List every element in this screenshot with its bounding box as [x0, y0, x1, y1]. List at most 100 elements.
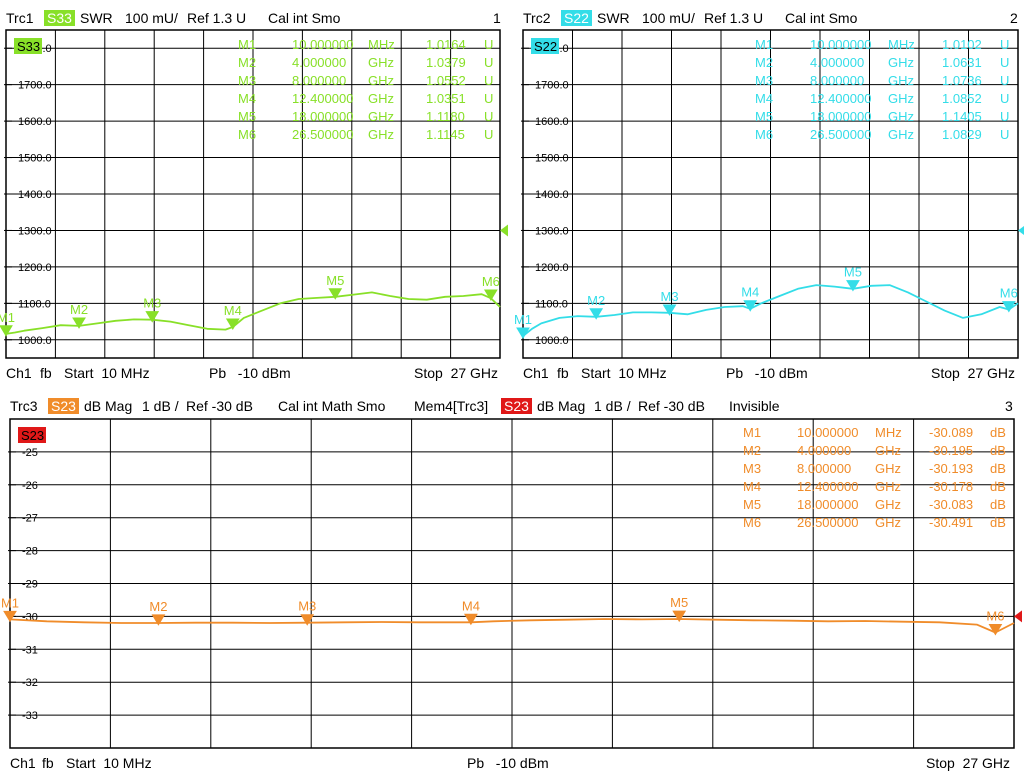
y-tick-label: 1100.0: [535, 298, 568, 310]
param-badge[interactable]: S33: [44, 10, 75, 26]
marker-triangle[interactable]: [464, 613, 478, 626]
fb-label: fb: [42, 755, 54, 771]
marker-triangle[interactable]: [988, 624, 1003, 636]
marker-label[interactable]: M6: [482, 274, 500, 289]
format-label[interactable]: dB Mag: [84, 398, 133, 414]
ref-label[interactable]: Ref 1.3 U: [704, 10, 764, 26]
y-tick-label: 1600.0: [18, 116, 52, 128]
marker-triangle[interactable]: [300, 614, 315, 626]
marker-triangle[interactable]: [151, 614, 166, 626]
marker-label[interactable]: M2: [149, 599, 167, 614]
ref-label[interactable]: Ref -30 dB: [186, 398, 253, 414]
channel-label[interactable]: Ch1: [523, 365, 549, 381]
channel-label[interactable]: Ch1: [6, 365, 32, 381]
power-label[interactable]: Pb -10 dBm: [467, 755, 549, 771]
y-tick-label: 1500.0: [535, 153, 569, 165]
marker-triangle[interactable]: [72, 317, 86, 329]
marker-info-unit: MHz: [888, 37, 915, 52]
marker-label[interactable]: M2: [70, 302, 88, 317]
param-badge[interactable]: S22: [561, 10, 592, 26]
marker-info-unit: GHz: [875, 479, 901, 494]
memory-ref-label: Ref -30 dB: [638, 398, 705, 414]
marker-info-unit: GHz: [875, 515, 901, 530]
marker-label[interactable]: M1: [1, 595, 19, 610]
trace-badge-bg: [531, 38, 559, 54]
marker-info-freq: 10.000000: [810, 37, 871, 52]
trace-line[interactable]: [9, 618, 1015, 634]
power-label[interactable]: Pb -10 dBm: [726, 365, 808, 381]
cal-label: Cal int Smo: [785, 10, 858, 26]
start-label[interactable]: Start 10 MHz: [581, 365, 667, 381]
marker-label[interactable]: M2: [587, 293, 605, 308]
marker-triangle[interactable]: [743, 300, 758, 312]
scale-label[interactable]: 1 dB /: [142, 398, 179, 414]
marker-info-value: -30.193: [929, 461, 973, 476]
start-label[interactable]: Start 10 MHz: [66, 755, 152, 771]
marker-triangle[interactable]: [0, 325, 13, 337]
marker-triangle[interactable]: [672, 610, 687, 623]
stop-label[interactable]: Stop 27 GHz: [931, 365, 1016, 381]
diagram-2[interactable]: 1000.0 1100.0 1200.0 1300.0 1400.0 1500.0 1600…: [514, 29, 1024, 359]
start-label[interactable]: Start 10 MHz: [64, 365, 150, 381]
scale-label[interactable]: 100 mU/: [125, 10, 178, 26]
format-label[interactable]: SWR: [597, 10, 630, 26]
marker-label[interactable]: M4: [741, 285, 759, 300]
marker-info-value: -30.178: [929, 479, 973, 494]
trace-badge[interactable]: S33: [17, 39, 40, 54]
marker-triangle[interactable]: [3, 610, 17, 623]
marker-label[interactable]: M5: [326, 273, 344, 288]
marker-triangle[interactable]: [662, 304, 677, 316]
marker-info-value: -30.195: [929, 443, 973, 458]
marker-label[interactable]: M3: [661, 289, 679, 304]
marker-triangle[interactable]: [846, 280, 860, 292]
ref-level-arrow[interactable]: [500, 224, 508, 237]
memory-state-label: Invisible: [729, 398, 780, 414]
memory-param-badge[interactable]: S23: [501, 398, 532, 414]
ref-label[interactable]: Ref 1.3 U: [187, 10, 247, 26]
memory-label[interactable]: Mem4[Trc3]: [414, 398, 489, 414]
marker-info-freq: 26.500000: [797, 515, 858, 530]
marker-label[interactable]: M3: [298, 599, 316, 614]
marker-label[interactable]: M3: [143, 296, 161, 311]
marker-triangle[interactable]: [328, 288, 343, 300]
marker-info-value: 1.0736: [942, 73, 982, 88]
trace-badge[interactable]: S22: [534, 39, 557, 54]
scale-label[interactable]: 100 mU/: [642, 10, 695, 26]
marker-info-unit: GHz: [368, 55, 394, 70]
marker-info-label: M3: [743, 461, 761, 476]
marker-label[interactable]: M6: [986, 609, 1004, 624]
marker-triangle[interactable]: [589, 308, 604, 320]
marker-label[interactable]: M5: [844, 265, 862, 280]
marker-label[interactable]: M1: [514, 312, 532, 327]
y-tick-label: 1700.0: [18, 80, 52, 92]
format-label[interactable]: SWR: [80, 10, 113, 26]
marker-info-freq: 12.400000: [797, 479, 858, 494]
marker-triangle[interactable]: [1001, 301, 1016, 313]
channel-label[interactable]: Ch1: [10, 755, 36, 771]
marker-triangle[interactable]: [225, 318, 240, 330]
marker-label[interactable]: M4: [224, 303, 242, 318]
ref-level-arrow[interactable]: [1018, 224, 1024, 236]
marker-label[interactable]: M4: [462, 598, 480, 613]
trace-label[interactable]: Trc2: [523, 10, 551, 26]
stop-label[interactable]: Stop 27 GHz: [414, 365, 499, 381]
memory-scale-label: 1 dB /: [594, 398, 631, 414]
ref-level-arrow[interactable]: [1014, 610, 1022, 623]
trace-badge[interactable]: S23: [21, 428, 44, 443]
marker-label[interactable]: M1: [0, 310, 15, 325]
marker-label[interactable]: M5: [670, 595, 688, 610]
marker-info-freq: 18.000000: [797, 497, 858, 512]
trace-label[interactable]: Trc1: [6, 10, 34, 26]
trace-label[interactable]: Trc3: [10, 398, 38, 414]
diagram-1[interactable]: 1000.0 1100.0 1200.0 1300.0 1400.0 1500.0 1600…: [0, 29, 508, 359]
marker-triangle[interactable]: [145, 311, 160, 323]
stop-label[interactable]: Stop 27 GHz: [926, 755, 1011, 771]
diagram-1-header: Trc1 S33 SWR 100 mU/ Ref 1.3 U Cal int S…: [0, 8, 510, 28]
marker-label[interactable]: M6: [1000, 286, 1018, 301]
power-label[interactable]: Pb -10 dBm: [209, 365, 291, 381]
marker-triangle[interactable]: [483, 289, 498, 302]
marker-triangle[interactable]: [516, 327, 530, 340]
param-badge[interactable]: S23: [48, 398, 79, 414]
marker-info-vunit: U: [1000, 109, 1009, 124]
